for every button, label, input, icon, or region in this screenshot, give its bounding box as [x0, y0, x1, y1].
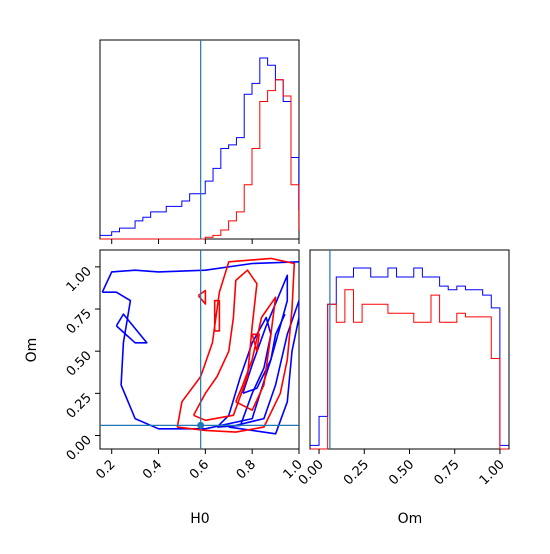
contour-red-2: [235, 296, 277, 412]
contour-blue-0: [101, 261, 299, 293]
contour-blue-5: [228, 299, 299, 435]
contour-red-5: [251, 333, 261, 353]
x-axis-label-h0: H0: [190, 511, 209, 527]
contour-red-3: [213, 299, 221, 332]
y-axis-label-om: Om: [24, 338, 40, 363]
hist-h0-red-step: [100, 79, 300, 240]
x-axis-label-om: Om: [398, 511, 423, 527]
contour-red-4: [197, 289, 207, 305]
hist-h0-blue-step: [100, 57, 300, 236]
panel-frame-2d: [99, 249, 300, 450]
contour-red-1: [192, 269, 258, 422]
contour-group: [101, 257, 299, 435]
hist-om-red-step: [310, 289, 509, 450]
contour-blue-4: [242, 274, 289, 395]
contour-blue-2: [115, 313, 148, 344]
hist-om-blue-step: [310, 267, 509, 446]
contour-blue-3: [216, 316, 272, 428]
contour-red-0: [176, 257, 296, 433]
panel-hist-h0: [99, 39, 300, 244]
